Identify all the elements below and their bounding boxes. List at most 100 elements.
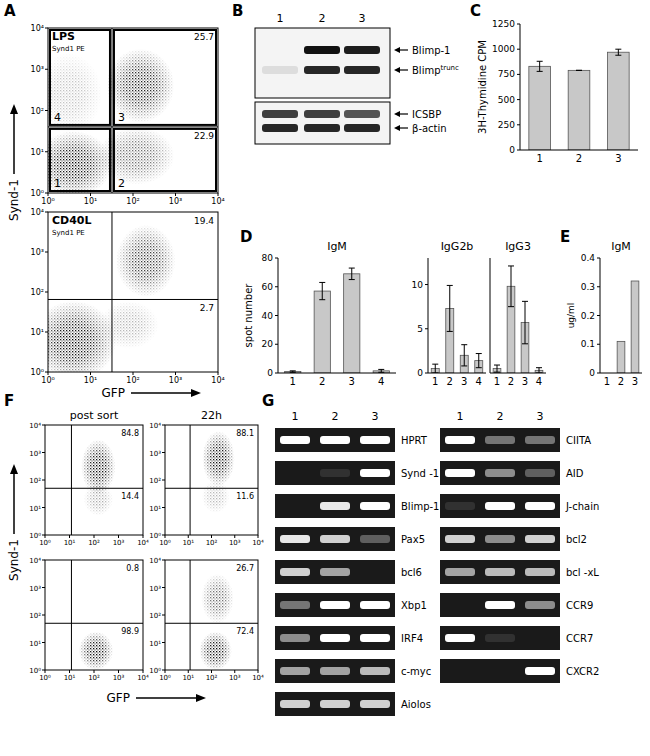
gate-line: [45, 623, 143, 624]
x-tick: [94, 670, 95, 673]
plot-area: [48, 28, 218, 193]
x-tick-label: 4: [476, 376, 482, 387]
gene-label: Synd -1: [401, 468, 439, 479]
y-tick: [42, 587, 45, 588]
plot-frame: [48, 28, 218, 193]
gene-label: bcl6: [401, 567, 422, 578]
y-tick-label: 10³: [29, 585, 41, 593]
x-tick-label: 3: [461, 376, 467, 387]
error-bar: [576, 70, 582, 71]
gene-label: Blimp-1: [401, 501, 439, 512]
gel-band: [360, 667, 390, 675]
error-line: [464, 345, 465, 366]
plot-area: [431, 285, 482, 373]
x-tick-label: 10³: [113, 674, 125, 682]
x-tick: [69, 670, 70, 673]
error-cap: [537, 71, 543, 72]
y-axis-label: 3H-Thymidine CPM: [477, 40, 488, 134]
quadrant-value: 25.7: [194, 32, 214, 42]
error-line: [539, 368, 540, 373]
y-tick-label: 5: [417, 324, 423, 334]
gel-band: [280, 568, 310, 576]
population: [202, 480, 230, 513]
y-tick: [42, 615, 45, 616]
gel-band: [360, 601, 390, 609]
y-tick: [425, 373, 428, 374]
gel-band: [445, 469, 475, 477]
lane-label: 2: [319, 12, 326, 25]
x-tick-label: 10³: [169, 376, 182, 385]
gene-label: bcl2: [566, 534, 587, 545]
x-tick: [133, 372, 134, 375]
plot-area: [617, 281, 639, 373]
error-cap: [319, 282, 325, 283]
plot-area: [45, 560, 143, 670]
y-tick-label: 10²: [149, 612, 161, 620]
band-label: β-actin: [412, 123, 447, 134]
y-tick-label: 10²: [31, 107, 44, 116]
quadrant-value: 0.8: [126, 564, 139, 573]
y-tick: [597, 286, 600, 287]
gel-band: [525, 667, 555, 675]
y-tick-label: 10¹: [29, 505, 41, 513]
y-tick: [517, 99, 520, 100]
gel-strip: [275, 659, 395, 683]
y-tick-label: 0.3: [581, 282, 595, 292]
arrow-head: [394, 47, 400, 53]
gene-label: CCR7: [566, 633, 593, 644]
y-tick-label: 60: [262, 282, 274, 292]
gel-band: [445, 535, 475, 543]
blot-band: [344, 124, 380, 132]
x-tick-label: 3: [615, 153, 621, 164]
x-tick: [175, 372, 176, 375]
chart-title: IgG3: [505, 240, 531, 253]
gel-strip: [440, 461, 560, 485]
x-tick-label: 10³: [229, 674, 241, 682]
y-tick: [45, 28, 48, 29]
blot-band: [304, 66, 340, 74]
blot-box: [255, 102, 390, 144]
population: [106, 49, 174, 123]
quadrant-box: [114, 30, 216, 125]
x-tick-label: 3: [522, 376, 528, 387]
y-tick-label: 10: [412, 280, 424, 290]
y-tick: [45, 69, 48, 70]
y-tick: [45, 252, 48, 253]
x-tick-label: 10⁰: [41, 376, 54, 385]
y-tick-label: 10¹: [149, 640, 161, 648]
bar: [568, 70, 590, 150]
y-tick-label: 1250: [492, 19, 515, 29]
gate-line: [71, 425, 72, 535]
gate-line: [111, 212, 112, 372]
gel-strip: [440, 560, 560, 584]
gel-band: [280, 601, 310, 609]
error-line: [525, 301, 526, 343]
blot-band: [262, 66, 298, 74]
gel-band: [320, 700, 350, 708]
x-tick-label: 10⁰: [39, 539, 51, 547]
y-tick: [45, 212, 48, 213]
gel-band: [485, 535, 515, 543]
y-tick-label: 10⁴: [149, 422, 161, 430]
lane-label: 1: [292, 410, 299, 423]
plot-area: [165, 560, 258, 670]
x-tick-label: 10³: [229, 539, 241, 547]
gel-strip: [275, 461, 395, 485]
x-tick: [143, 670, 144, 673]
y-tick: [42, 670, 45, 671]
error-bar: [319, 282, 325, 299]
x-tick: [69, 535, 70, 538]
panel-label: D: [240, 228, 252, 246]
bar-chart: 12300.10.20.30.4IgMug/ml: [566, 240, 642, 387]
error-line: [511, 266, 512, 307]
error-cap: [576, 70, 582, 71]
gene-label: c-myc: [401, 666, 431, 677]
y-tick-label: 10⁴: [29, 422, 41, 430]
y-tick-label: 10⁰: [31, 368, 44, 377]
gel-band: [360, 700, 390, 708]
x-tick-label: 10¹: [64, 539, 76, 547]
gate-line: [190, 425, 191, 535]
y-axis-label: Synd-1: [7, 179, 21, 221]
y-tick: [162, 425, 165, 426]
y-tick: [517, 150, 520, 151]
